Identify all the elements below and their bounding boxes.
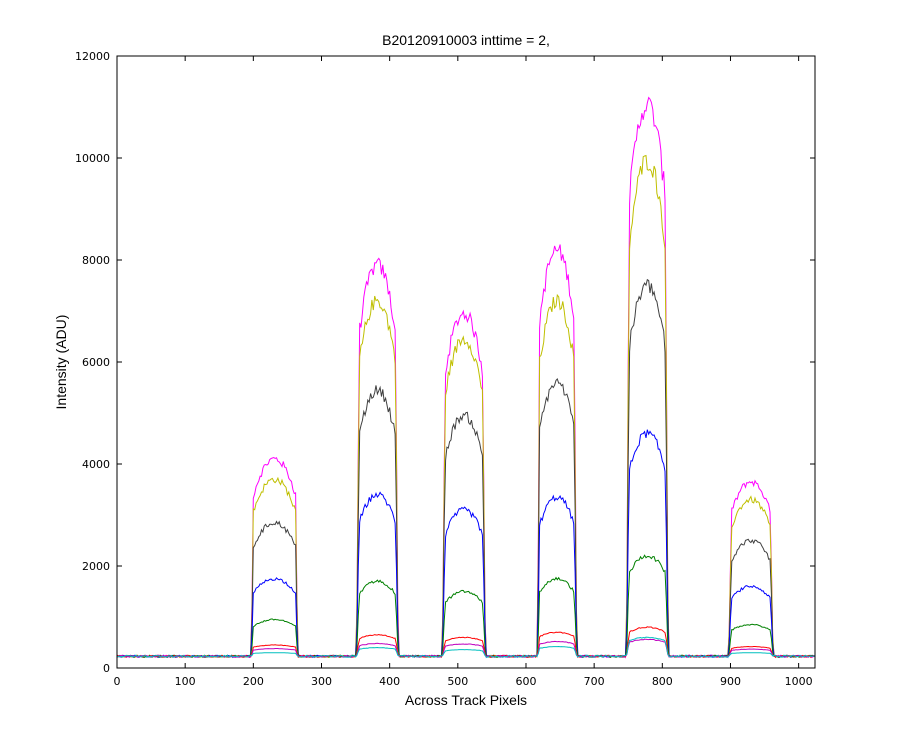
y-tick-label: 12000 — [75, 50, 110, 63]
y-tick-label: 0 — [103, 662, 110, 675]
x-tick-label: 400 — [379, 675, 400, 688]
series-line — [116, 636, 816, 659]
chart-title: B20120910003 inttime = 2, — [382, 32, 550, 48]
series-layer — [116, 96, 816, 659]
y-tick-label: 8000 — [82, 254, 110, 267]
y-tick-label: 2000 — [82, 560, 110, 573]
y-axis-ticks: 0 2000 4000 6000 8000 10000 12000 — [75, 50, 815, 675]
y-tick-label: 6000 — [82, 356, 110, 369]
x-tick-label: 800 — [652, 675, 673, 688]
x-tick-label: 600 — [515, 675, 536, 688]
x-axis-ticks: 0 100 200 300 400 500 600 700 800 900 1000 — [114, 56, 813, 688]
x-tick-label: 100 — [175, 675, 196, 688]
x-tick-label: 700 — [584, 675, 605, 688]
x-axis-title: Across Track Pixels — [405, 692, 527, 708]
x-tick-label: 300 — [311, 675, 332, 688]
y-tick-label: 10000 — [75, 152, 110, 165]
y-tick-label: 4000 — [82, 458, 110, 471]
plot-area — [117, 56, 815, 668]
y-axis-title: Intensity (ADU) — [53, 315, 69, 410]
x-tick-label: 900 — [720, 675, 741, 688]
x-tick-label: 200 — [243, 675, 264, 688]
x-tick-label: 0 — [114, 675, 121, 688]
x-tick-label: 1000 — [785, 675, 813, 688]
x-tick-label: 500 — [447, 675, 468, 688]
